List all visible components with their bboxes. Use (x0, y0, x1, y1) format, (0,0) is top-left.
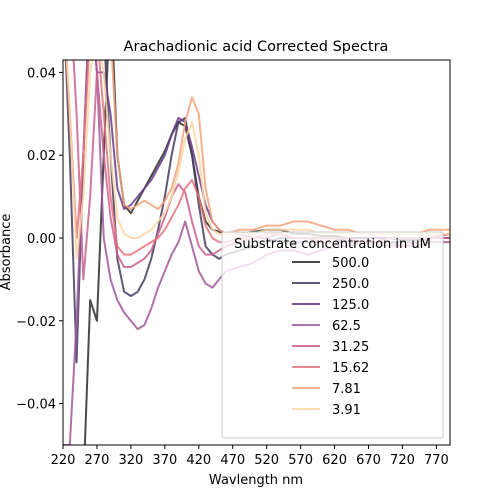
legend-label: 7.81 (332, 382, 361, 397)
x-tick-label: 270 (85, 453, 110, 468)
y-tick-label: 0.00 (27, 232, 56, 247)
y-tick-label: 0.02 (27, 149, 56, 164)
series-line (111, 60, 450, 235)
x-tick-label: 670 (356, 453, 381, 468)
x-tick-label: 470 (220, 453, 245, 468)
legend-label: 15.62 (332, 361, 369, 376)
legend-label: 125.0 (332, 298, 369, 313)
legend-box (221, 231, 444, 439)
x-tick-label: 520 (254, 453, 279, 468)
x-tick-label: 720 (390, 453, 415, 468)
x-tick-label: 320 (118, 453, 143, 468)
chart-title: Arachadionic acid Corrected Spectra (124, 39, 389, 55)
legend-label: 250.0 (332, 277, 369, 292)
legend-label: 62.5 (332, 319, 361, 334)
legend-label: 500.0 (332, 256, 369, 271)
legend-label: 3.91 (332, 403, 361, 418)
plot-frame (62, 59, 451, 446)
x-tick-label: 420 (186, 453, 211, 468)
legend-title: Substrate concentration in uM (234, 237, 431, 252)
x-tick-label: 370 (152, 453, 177, 468)
legend-label: 31.25 (332, 340, 369, 355)
y-tick-label: −0.02 (16, 315, 56, 330)
x-tick-label: 570 (288, 453, 313, 468)
x-axis-label: Wavlength nm (209, 473, 303, 488)
y-tick-label: 0.04 (27, 66, 56, 81)
x-tick-label: 220 (51, 453, 76, 468)
y-tick-label: −0.04 (16, 398, 56, 413)
y-axis-label: Absorbance (0, 214, 14, 291)
x-tick-label: 620 (322, 453, 347, 468)
x-tick-label: 770 (424, 453, 449, 468)
